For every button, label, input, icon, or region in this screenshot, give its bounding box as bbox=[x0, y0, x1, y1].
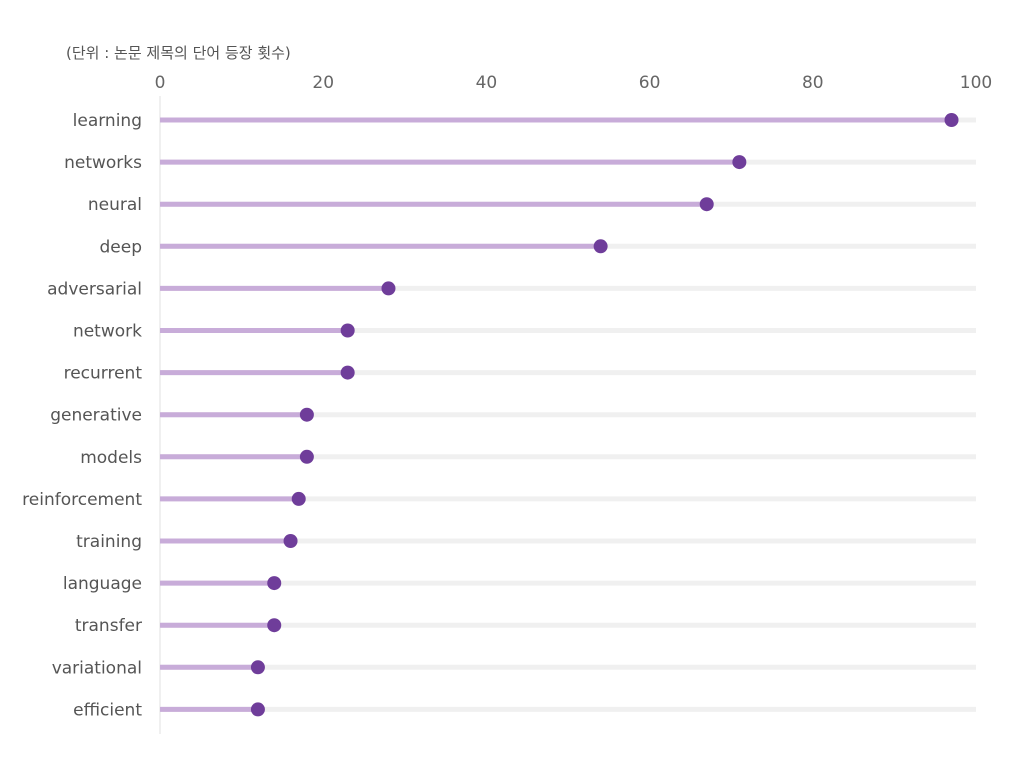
lollipop-row: reinforcement bbox=[22, 490, 976, 510]
category-label: training bbox=[76, 532, 142, 552]
category-label: transfer bbox=[75, 616, 142, 636]
category-label: language bbox=[63, 574, 142, 594]
category-label: adversarial bbox=[47, 279, 142, 299]
category-label: network bbox=[73, 322, 142, 342]
lollipop-dot bbox=[283, 534, 298, 548]
lollipop-row: networks bbox=[64, 153, 976, 173]
lollipop-dot bbox=[699, 197, 714, 212]
category-label: deep bbox=[100, 237, 143, 257]
category-label: networks bbox=[64, 153, 142, 173]
lollipop-row: learning bbox=[73, 111, 976, 131]
x-tick-label: 80 bbox=[802, 73, 824, 93]
lollipop-dot bbox=[299, 449, 314, 464]
lollipop-row: deep bbox=[100, 237, 976, 257]
x-tick-label: 40 bbox=[476, 73, 498, 93]
lollipop-row: training bbox=[76, 532, 976, 552]
lollipop-row: adversarial bbox=[47, 279, 976, 299]
category-label: variational bbox=[52, 658, 142, 678]
lollipop-dot bbox=[267, 618, 282, 633]
x-tick-label: 20 bbox=[312, 73, 334, 93]
category-label: reinforcement bbox=[22, 490, 142, 510]
lollipop-dot bbox=[381, 281, 396, 296]
x-tick-label: 100 bbox=[960, 73, 992, 93]
category-label: generative bbox=[50, 406, 142, 426]
category-label: neural bbox=[88, 195, 142, 215]
lollipop-dot bbox=[291, 491, 306, 506]
lollipop-row: variational bbox=[52, 658, 976, 678]
lollipop-dot bbox=[250, 702, 265, 717]
lollipop-dot bbox=[250, 660, 265, 675]
lollipop-row: models bbox=[80, 448, 976, 468]
lollipop-row: transfer bbox=[75, 616, 976, 636]
x-axis-ticks: 0 20 40 60 80 100 bbox=[155, 73, 993, 93]
category-label: models bbox=[80, 448, 142, 468]
lollipop-dot bbox=[593, 239, 608, 254]
lollipop-row: recurrent bbox=[64, 364, 976, 384]
x-tick-label: 0 bbox=[155, 73, 166, 93]
lollipop-row: language bbox=[63, 574, 976, 594]
lollipop-row: neural bbox=[88, 195, 976, 215]
lollipop-row: generative bbox=[50, 406, 976, 426]
lollipop-row: network bbox=[73, 322, 976, 342]
lollipop-dot bbox=[340, 365, 355, 380]
lollipop-row: efficient bbox=[73, 700, 976, 720]
category-label: learning bbox=[73, 111, 142, 131]
category-label: recurrent bbox=[64, 364, 143, 384]
chart-rows: learning networks neural deep adversarial net… bbox=[22, 111, 976, 720]
lollipop-dot bbox=[267, 576, 282, 591]
category-label: efficient bbox=[73, 700, 142, 720]
chart-unit-label: (단위 : 논문 제목의 단어 등장 횟수) bbox=[66, 44, 291, 62]
lollipop-dot bbox=[732, 155, 747, 170]
x-tick-label: 60 bbox=[639, 73, 661, 93]
lollipop-dot bbox=[944, 113, 959, 127]
lollipop-dot bbox=[340, 323, 355, 338]
lollipop-dot bbox=[299, 407, 314, 422]
